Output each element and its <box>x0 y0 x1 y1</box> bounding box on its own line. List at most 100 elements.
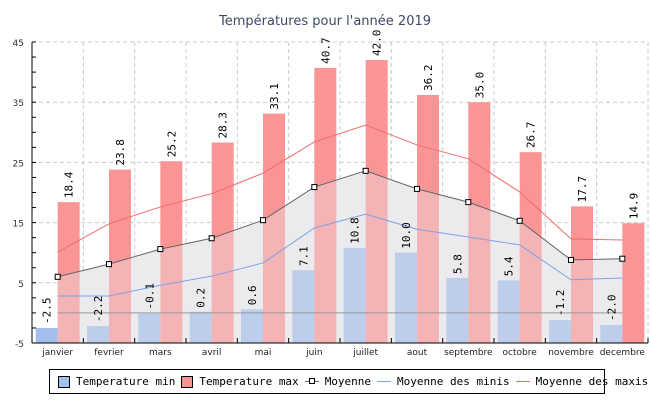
y-tick-label: 5 <box>18 280 24 290</box>
label-temperature-max: 36.2 <box>422 64 435 91</box>
label-temperature-min: 7.1 <box>297 246 310 266</box>
label-temperature-min: -0.1 <box>143 283 156 310</box>
x-tick-label: octobre <box>503 348 538 358</box>
moyenne-marker <box>568 256 574 263</box>
lines <box>54 124 626 314</box>
line-moyenne-des-maxis <box>57 124 623 253</box>
label-temperature-min: 5.8 <box>451 254 464 274</box>
bar-temperature-min <box>600 324 623 343</box>
bar-temperature-max <box>622 223 645 343</box>
label-temperature-max: 18.4 <box>63 171 76 198</box>
bar-temperature-min <box>395 252 417 343</box>
legend-swatch-min <box>58 375 70 388</box>
label-temperature-min: 0.2 <box>195 288 208 308</box>
overlay <box>57 170 623 343</box>
x-tick-label: aout <box>407 348 428 358</box>
moyenne-marker <box>414 185 420 192</box>
line-moyenne <box>57 170 623 278</box>
label-temperature-min: 10.8 <box>349 217 362 244</box>
bar-temperature-min <box>87 326 109 343</box>
bar-temperature-max <box>571 206 593 343</box>
x-tick-label: janvier <box>41 348 73 358</box>
legend-item-moyenne-maxis: Moyenne des maxis <box>515 375 649 388</box>
moyenne-marker <box>260 217 266 224</box>
legend-item-temperature-min: Temperature min <box>58 375 175 388</box>
label-temperature-max: 42.0 <box>371 30 384 57</box>
legend-label: Temperature max <box>199 375 299 388</box>
legend-swatch-maxis <box>515 381 530 382</box>
x-tick-label: avril <box>202 348 222 358</box>
bar-temperature-max <box>160 161 183 343</box>
bar-temperature-min <box>446 277 469 343</box>
x-tick-label: fevrier <box>94 348 124 358</box>
label-temperature-max: 40.7 <box>319 37 332 64</box>
bar-temperature-max <box>57 202 80 343</box>
label-temperature-min: 10.0 <box>400 222 413 249</box>
label-temperature-max: 33.1 <box>268 83 281 110</box>
y-tick-label: -5 <box>15 340 24 350</box>
moyenne-marker <box>106 261 112 268</box>
bar-temperature-min <box>343 247 366 343</box>
legend-swatch-moyenne <box>304 378 319 384</box>
legend-swatch-minis <box>377 381 392 382</box>
legend-label: Temperature min <box>76 375 176 388</box>
x-tick-label: septembre <box>444 348 493 358</box>
chart-title: Températures pour l'année 2019 <box>218 14 432 29</box>
label-temperature-max: 35.0 <box>473 72 486 99</box>
bar-temperature-max <box>417 94 439 343</box>
bar-temperature-min <box>189 311 212 343</box>
bar-temperature-min <box>241 309 263 343</box>
legend-label: Moyenne des minis <box>397 375 510 388</box>
x-tick-label: juillet <box>352 348 378 358</box>
label-temperature-max: 14.9 <box>627 193 640 220</box>
bar-temperature-min <box>292 270 315 343</box>
y-tick-label: 45 <box>13 39 24 49</box>
legend-item-moyenne: Moyenne <box>304 375 372 388</box>
legend-label: Moyenne <box>324 375 372 388</box>
bar-temperature-max <box>519 152 542 343</box>
label-temperature-max: 28.3 <box>217 112 230 139</box>
moyenne-marker <box>157 246 164 253</box>
bar-temperature-max <box>263 113 285 343</box>
moyenne-marker <box>362 167 369 174</box>
moyenne-marker <box>619 255 626 262</box>
bar-temperature-max <box>211 142 234 343</box>
bar-temperature-max <box>109 169 131 343</box>
bars <box>35 60 645 344</box>
moyenne-area-overlay <box>57 170 623 343</box>
bar-temperature-min <box>497 280 520 343</box>
label-temperature-min: -2.5 <box>41 297 54 324</box>
label-temperature-min: 5.4 <box>503 256 516 276</box>
legend-swatch-max <box>181 375 194 388</box>
bar-labels: -2.5 -2.2 -0.1 0.2 0.6 7.1 10.8 10.0 5.8 5.4 -1.2 -… <box>41 30 641 324</box>
label-temperature-min: -2.2 <box>92 296 105 323</box>
label-temperature-min: 0.6 <box>246 285 259 305</box>
label-temperature-max: 23.8 <box>114 139 127 166</box>
y-tick-label: 25 <box>13 159 24 169</box>
moyenne-marker <box>311 184 318 191</box>
legend-item-temperature-max: Temperature max <box>181 375 299 388</box>
x-tick-label: mai <box>255 348 272 358</box>
x-tick-label: mars <box>149 348 172 358</box>
legend-label: Moyenne des maxis <box>535 375 649 388</box>
label-temperature-max: 25.2 <box>165 131 178 158</box>
x-tick-label: novembre <box>548 348 594 358</box>
legend-item-moyenne-minis: Moyenne des minis <box>377 375 510 388</box>
legend: Temperature min Temperature max Moyenne … <box>49 369 648 394</box>
bar-temperature-min <box>35 327 58 343</box>
label-temperature-min: -1.2 <box>554 290 567 317</box>
y-tick-label: 15 <box>13 220 24 230</box>
moyenne-marker <box>516 217 523 224</box>
bar-temperature-min <box>549 320 571 343</box>
label-temperature-max: 17.7 <box>576 176 589 203</box>
y-tick-label: 35 <box>13 99 24 109</box>
axes: 45 35 25 15 5 -5 janvier fevrier mars avril mai jui… <box>13 39 649 358</box>
bar-temperature-min <box>138 313 161 343</box>
moyenne-marker <box>54 273 61 280</box>
label-temperature-min: -2.0 <box>605 294 618 321</box>
label-temperature-max: 26.7 <box>525 122 538 149</box>
bar-temperature-max <box>365 60 388 344</box>
moyenne-marker <box>465 199 472 206</box>
x-tick-label: juin <box>305 348 322 358</box>
